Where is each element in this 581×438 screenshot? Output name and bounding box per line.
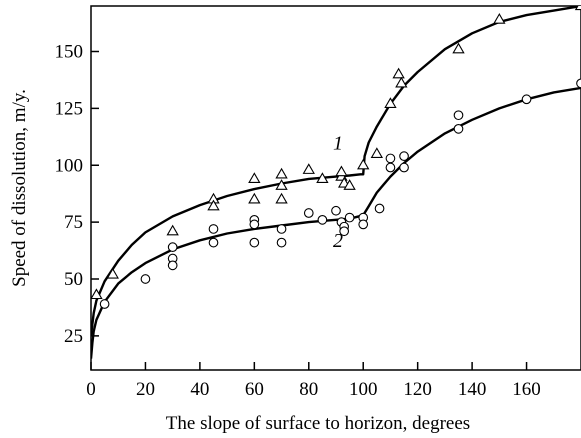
circle-point [303, 208, 314, 218]
y-tick-label: 25 [64, 326, 83, 347]
circle-point [140, 274, 151, 284]
circle-point [453, 124, 464, 134]
circle-point [385, 153, 396, 164]
triangle-point [493, 13, 506, 24]
triangle-point [302, 163, 315, 174]
triangle-point [343, 179, 356, 190]
x-tick-label: 60 [245, 379, 264, 400]
curve-label-1: 1 [333, 132, 343, 154]
circle-point [276, 237, 287, 248]
triangle-point [357, 158, 370, 170]
x-tick-label: 120 [403, 379, 432, 400]
circle-point [521, 94, 532, 105]
triangle-point [275, 167, 288, 179]
triangle-point [166, 224, 179, 236]
circle-point [167, 242, 178, 252]
circle-point [399, 151, 409, 161]
triangle-point [574, 6, 581, 11]
x-tick-label: 140 [458, 379, 487, 400]
data-points [91, 6, 581, 309]
circle-point [374, 203, 385, 214]
circle-point [317, 215, 328, 225]
triangle-point [370, 147, 384, 158]
circle-point [249, 237, 260, 248]
fit-curve-1 [91, 6, 581, 337]
x-tick-label: 100 [349, 379, 378, 400]
y-tick-label: 50 [64, 269, 83, 290]
circle-point [453, 110, 464, 121]
x-tick-label: 20 [136, 379, 155, 400]
circle-point [208, 224, 219, 234]
triangle-point [452, 42, 465, 54]
circle-point [399, 162, 409, 173]
y-tick-label: 100 [55, 155, 84, 176]
triangle-point [91, 288, 103, 300]
y-axis: 25 50 75 100 125 150 [55, 42, 99, 347]
circle-point [576, 78, 581, 89]
triangle-point [106, 267, 119, 279]
circle-point [276, 224, 287, 234]
circle-point [99, 299, 110, 309]
triangle-point [316, 172, 329, 184]
curve-label-2: 2 [333, 230, 343, 252]
triangle-point [395, 76, 408, 88]
y-tick-label: 75 [64, 212, 83, 233]
circle-point [208, 237, 219, 248]
triangle-point [248, 172, 261, 184]
circle-point [344, 212, 355, 223]
triangle-point [207, 199, 220, 211]
triangle-point [275, 179, 288, 190]
triangle-point [392, 67, 405, 79]
circle-point [358, 219, 369, 230]
y-tick-label: 125 [55, 98, 84, 119]
triangle-point [335, 165, 348, 177]
fit-curve-2 [91, 86, 581, 359]
x-tick-label: 160 [512, 379, 541, 400]
y-axis-title: Speed of dissolution, m/y. [9, 89, 30, 287]
x-axis: 0 20 40 60 80 100 120 140 160 [86, 362, 541, 400]
x-axis-title: The slope of surface to horizon, degrees [166, 413, 470, 434]
fit-curves [91, 6, 581, 359]
x-tick-label: 40 [190, 379, 209, 400]
triangle-point [384, 97, 397, 108]
triangle-point [248, 192, 261, 204]
triangle-point [275, 192, 288, 204]
circle-point [331, 205, 341, 216]
plot-frame [90, 5, 581, 371]
y-tick-label: 150 [55, 42, 84, 63]
circle-point [249, 219, 260, 230]
x-tick-label: 0 [86, 379, 96, 400]
circle-point [167, 260, 178, 271]
circle-point [385, 162, 396, 173]
curve-labels: 12 [333, 132, 343, 252]
x-tick-label: 80 [299, 379, 318, 400]
circle-point [339, 226, 350, 237]
